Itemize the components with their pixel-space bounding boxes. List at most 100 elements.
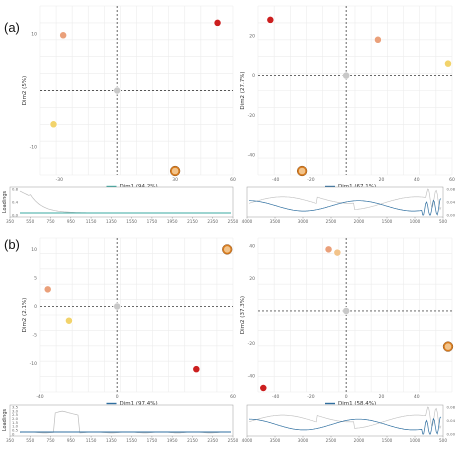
data-point (342, 306, 351, 315)
loadings-trace-gray (248, 406, 442, 430)
data-point (222, 244, 232, 255)
loadings-x-tick-label: 4000 (242, 438, 253, 443)
x-tick-label: 60 (449, 177, 455, 183)
loadings-x-tick-label: 3000 (298, 219, 309, 224)
x-axis-label: Dim1 (97.4%) (120, 401, 158, 407)
data-point (266, 15, 275, 24)
loadings-x-tick-label: 1150 (86, 219, 97, 224)
loadings-x-tick-label: 500 (439, 438, 447, 443)
y-tick-label: 20 (249, 33, 255, 39)
loadings-y-tick-label: 3.5 (12, 404, 19, 409)
data-point-ring (296, 165, 308, 177)
y-tick-label: 10 (31, 32, 37, 38)
loadings-y-tick-label: 0.00 (447, 431, 456, 436)
x-tick-label: -40 (272, 394, 279, 400)
loadings-x-tick-label: 4000 (242, 219, 253, 224)
x-tick-label: -30 (56, 177, 63, 183)
loadings-y-tick-label: 0.04 (447, 199, 456, 204)
loadings-x-tick-label: 1500 (382, 219, 393, 224)
data-point (113, 302, 122, 311)
loadings-x-tick-label: 1000 (410, 219, 421, 224)
data-point (342, 71, 351, 80)
y-axis-label: Dim2 (27.7%) (240, 71, 246, 109)
y-tick-label: 40 (249, 244, 255, 250)
data-point-ring (442, 341, 454, 352)
loadings-b-loadings-right: 4000 3500 3000 2500 2000 1500 1000 500 0.08 0.04 0… (242, 404, 456, 443)
x-tick-label: 20 (379, 394, 385, 400)
data-point (444, 59, 452, 68)
data-point (443, 341, 453, 352)
y-tick-label: -40 (248, 373, 255, 379)
scatter-b-left: -40 0 60 10 5 0 -5 -10 Dim1 (97.4%) Dim2 (2.1%) (22, 237, 236, 407)
loadings-x-tick-label: 350 (6, 219, 14, 224)
loadings-a-loadings-left: 350 550 750 950 1150 1350 1550 1750 1950 2150 2350… (6, 186, 239, 224)
loadings-x-tick-label: 2500 (326, 438, 337, 443)
loadings-x-tick-label: 1350 (106, 219, 117, 224)
loadings-x-tick-label: 2000 (354, 438, 365, 443)
x-tick-label: 0 (116, 394, 119, 400)
y-tick-label: -10 (30, 144, 37, 150)
loadings-y-tick-label: 1.0 (12, 424, 19, 429)
loadings-y-tick-label: 1.5 (12, 420, 19, 425)
loadings-x-tick-label: 1350 (106, 438, 117, 443)
loadings-x-tick-label: 3000 (298, 438, 309, 443)
loadings-y-tick-label: 0.0 (12, 212, 19, 217)
loadings-x-tick-label: 1950 (167, 219, 178, 224)
loadings-x-tick-label: 2550 (228, 219, 239, 224)
y-tick-label: -10 (30, 361, 37, 367)
scatter-b-right: -40 -20 0 20 40 40 20 -20 -40 Dim1 (58.4%) Dim2 (3… (240, 237, 454, 407)
x-tick-label: 60 (230, 394, 236, 400)
loadings-trace-gray (248, 188, 442, 211)
loadings-trace-blue (249, 198, 442, 216)
loadings-axis-label: Loadings (2, 408, 8, 431)
loadings-y-tick-label: 0.00 (447, 212, 456, 217)
data-point (113, 86, 122, 95)
y-axis-label: Dim2 (5%) (22, 76, 28, 105)
loadings-y-tick-label: 3.0 (12, 408, 19, 413)
data-point (373, 35, 382, 44)
loadings-x-tick-label: 1750 (147, 438, 158, 443)
y-tick-label: 5 (34, 275, 37, 281)
data-point (333, 248, 342, 257)
x-tick-label: -40 (36, 394, 43, 400)
data-point (170, 166, 180, 176)
loadings-x-tick-label: 750 (47, 219, 55, 224)
x-tick-label: 40 (414, 177, 420, 183)
data-point (259, 384, 268, 392)
y-axis-label: Dim2 (37.3%) (240, 296, 246, 334)
loadings-y-tick-label: 0.08 (447, 404, 456, 409)
data-point-ring (222, 244, 233, 255)
x-tick-label: -20 (307, 394, 314, 400)
loadings-x-tick-label: 1950 (167, 438, 178, 443)
y-tick-label: 0 (34, 304, 37, 310)
loadings-y-tick-label: 0.8 (12, 186, 19, 191)
y-tick-label: -5 (33, 332, 38, 338)
loadings-x-tick-label: 950 (67, 219, 75, 224)
loadings-x-tick-label: 350 (6, 438, 14, 443)
loadings-x-tick-label: 750 (47, 438, 55, 443)
loadings-x-tick-label: 1750 (147, 219, 158, 224)
y-axis-label: Dim2 (2.1%) (22, 298, 28, 333)
loadings-x-tick-label: 2350 (207, 438, 218, 443)
data-point (297, 166, 307, 176)
data-point (324, 245, 333, 254)
data-point (192, 365, 201, 374)
x-tick-label: -40 (272, 177, 279, 183)
y-tick-label: -20 (248, 113, 255, 119)
loadings-x-tick-label: 1550 (126, 438, 137, 443)
loadings-x-tick-label: 1000 (410, 438, 421, 443)
data-point (64, 316, 73, 325)
loadings-x-tick-label: 2550 (228, 438, 239, 443)
data-point-ring (169, 165, 181, 177)
y-tick-label: 0 (252, 73, 255, 79)
x-tick-label: 0 (345, 394, 348, 400)
x-axis-label: Dim1 (58.4%) (338, 401, 376, 407)
x-tick-label: -20 (307, 177, 314, 183)
loadings-trace-blue (248, 416, 442, 435)
loadings-axis-label: Loadings (2, 190, 8, 213)
loadings-x-tick-label: 3500 (270, 438, 281, 443)
panel-label-a: (a) (4, 20, 20, 35)
